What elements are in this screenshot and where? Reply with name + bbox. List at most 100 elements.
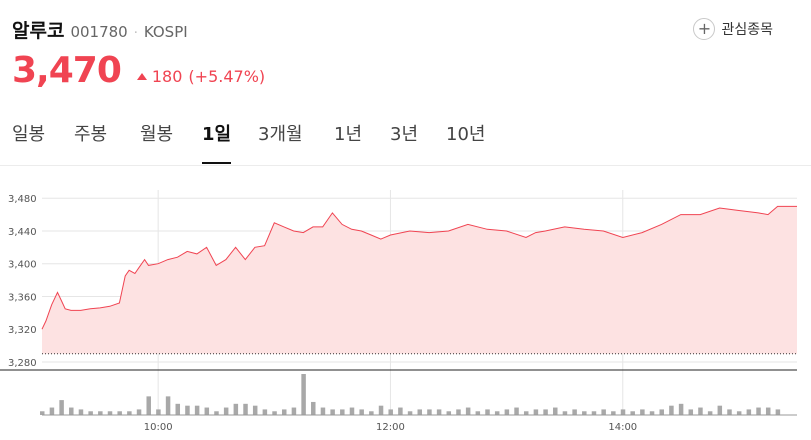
volume-bar bbox=[185, 405, 190, 415]
volume-bar bbox=[127, 411, 132, 415]
y-tick-label: 3,440 bbox=[8, 227, 37, 238]
volume-bar bbox=[446, 411, 452, 415]
volume-bar bbox=[533, 409, 539, 415]
volume-bar bbox=[553, 407, 558, 415]
volume-bar bbox=[649, 411, 655, 415]
volume-bar bbox=[640, 409, 645, 415]
y-tick-label: 3,360 bbox=[8, 292, 37, 303]
tab-daily[interactable]: 일봉 bbox=[12, 124, 46, 145]
volume-bar bbox=[572, 409, 577, 415]
tab-1year[interactable]: 1년 bbox=[334, 124, 363, 145]
volume-bar bbox=[369, 411, 374, 415]
volume-bar bbox=[146, 396, 151, 415]
volume-bar bbox=[582, 411, 587, 415]
volume-bar bbox=[727, 409, 732, 415]
volume-bar bbox=[475, 411, 481, 415]
tab-1day[interactable]: 1일 bbox=[202, 120, 232, 164]
tab-weekly[interactable]: 주봉 bbox=[74, 124, 108, 145]
volume-bar bbox=[630, 411, 635, 415]
volume-bar bbox=[378, 405, 384, 415]
volume-bar bbox=[204, 407, 210, 415]
volume-bar bbox=[611, 411, 616, 415]
volume-bar bbox=[398, 407, 403, 415]
volume-bar bbox=[775, 409, 781, 415]
volume-bar bbox=[620, 409, 626, 415]
watchlist-label: 관심종목 bbox=[721, 22, 773, 38]
volume-bar bbox=[359, 409, 364, 415]
volume-bar bbox=[736, 411, 742, 415]
current-price: 3,470 bbox=[12, 50, 122, 91]
volume-bar bbox=[436, 409, 442, 415]
volume-bar bbox=[456, 409, 461, 415]
change-percent: (+5.47%) bbox=[188, 67, 266, 86]
volume-bar bbox=[59, 400, 64, 415]
add-watchlist-button[interactable]: + 관심종목 bbox=[693, 18, 773, 40]
price-line bbox=[41, 205, 797, 330]
volume-bar bbox=[252, 405, 258, 415]
volume-bar bbox=[223, 407, 229, 415]
volume-bar bbox=[88, 411, 93, 415]
volume-bar bbox=[233, 403, 239, 415]
tab-monthly[interactable]: 월봉 bbox=[140, 124, 174, 145]
volume-bar bbox=[330, 409, 335, 415]
volume-bar bbox=[669, 405, 674, 415]
x-tick-label: 12:00 bbox=[376, 422, 405, 433]
volume-bar bbox=[194, 405, 200, 415]
volume-bar bbox=[320, 407, 326, 415]
tab-10years[interactable]: 10년 bbox=[446, 124, 486, 145]
x-tick-label: 10:00 bbox=[144, 422, 173, 433]
volume-bar bbox=[523, 411, 529, 415]
volume-bar bbox=[340, 409, 345, 415]
volume-bar bbox=[40, 411, 45, 415]
y-tick-label: 3,400 bbox=[8, 260, 37, 271]
volume-bar bbox=[49, 407, 55, 415]
volume-bar bbox=[136, 409, 142, 415]
x-tick-label: 14:00 bbox=[608, 422, 637, 433]
volume-bar bbox=[514, 407, 519, 415]
market-label: KOSPI bbox=[143, 23, 188, 41]
tab-3months[interactable]: 3개월 bbox=[258, 124, 303, 145]
volume-bar bbox=[291, 407, 297, 415]
volume-bar bbox=[175, 403, 181, 415]
volume-bar bbox=[281, 409, 287, 415]
price-area bbox=[42, 206, 797, 354]
volume-bar bbox=[465, 407, 471, 415]
volume-bar bbox=[78, 409, 84, 415]
y-tick-label: 3,320 bbox=[8, 325, 37, 336]
volume-bar bbox=[688, 409, 694, 415]
plus-icon: + bbox=[693, 18, 716, 40]
volume-bar bbox=[765, 407, 771, 415]
volume-bar bbox=[707, 411, 713, 415]
y-tick-label: 3,480 bbox=[8, 194, 37, 205]
up-triangle-icon bbox=[136, 73, 147, 80]
volume-bar bbox=[717, 405, 723, 415]
volume-bar bbox=[485, 409, 490, 415]
volume-bar bbox=[349, 407, 355, 415]
volume-bar bbox=[659, 409, 664, 415]
stock-code: 001780 bbox=[70, 23, 128, 41]
volume-bar bbox=[69, 407, 74, 415]
volume-bar bbox=[494, 411, 500, 415]
price-row: 3,470 180 (+5.47%) bbox=[12, 50, 265, 91]
tab-3years[interactable]: 3년 bbox=[390, 124, 419, 145]
price-change: 180 (+5.47%) bbox=[136, 67, 266, 86]
volume-bar bbox=[543, 409, 548, 415]
volume-bar bbox=[388, 409, 393, 415]
volume-bar bbox=[165, 396, 171, 415]
volume-bar bbox=[591, 411, 597, 415]
volume-bar bbox=[562, 411, 568, 415]
volume-bar bbox=[407, 411, 413, 415]
volume-bar bbox=[243, 403, 248, 415]
volume-bar bbox=[214, 411, 219, 415]
volume-bar bbox=[262, 409, 268, 415]
volume-bar bbox=[601, 409, 606, 415]
stock-header: 알루코 001780 · KOSPI bbox=[12, 16, 188, 46]
volume-bar bbox=[98, 411, 103, 415]
period-tabs: 일봉 주봉 월봉 1일 3개월 1년 3년 10년 bbox=[0, 112, 811, 166]
volume-bar bbox=[698, 407, 703, 415]
volume-bar bbox=[756, 407, 761, 415]
volume-bar bbox=[504, 409, 510, 415]
volume-bar bbox=[107, 411, 113, 415]
separator-dot: · bbox=[133, 26, 138, 41]
